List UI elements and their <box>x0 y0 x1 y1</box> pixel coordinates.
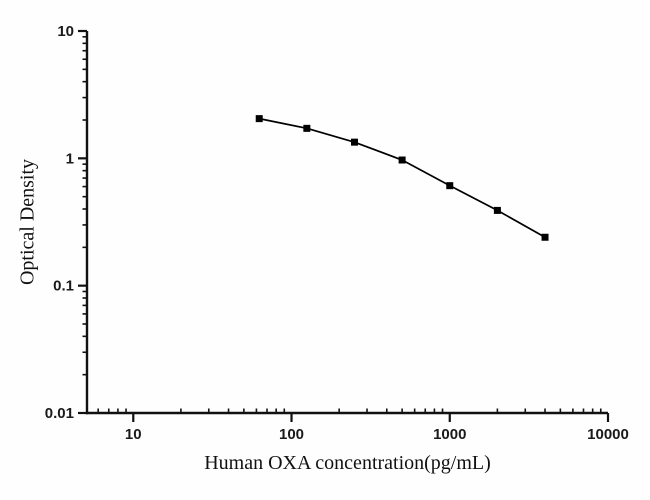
x-axis: 10 100 1000 10000 <box>85 408 629 443</box>
data-point-marker <box>541 233 549 241</box>
x-tick-label: 100 <box>279 426 304 443</box>
x-axis-title: Human OXA concentration(pg/mL) <box>204 452 491 474</box>
y-axis: 10 1 0.1 0.01 <box>45 23 89 422</box>
data-point-marker <box>303 124 311 132</box>
x-tick-label: 10000 <box>587 426 629 443</box>
data-series <box>255 115 549 241</box>
x-tick-label: 1000 <box>433 426 466 443</box>
y-tick-label: 0.01 <box>45 405 74 422</box>
x-tick-label: 10 <box>125 426 142 443</box>
y-tick-label: 0.1 <box>53 278 74 295</box>
series-line <box>259 117 546 238</box>
y-tick-label: 1 <box>66 150 74 167</box>
data-point-marker <box>493 206 501 214</box>
data-point-marker <box>255 115 263 123</box>
y-axis-title: Optical Density <box>16 158 39 286</box>
data-point-marker <box>350 138 358 146</box>
data-point-marker <box>398 156 406 164</box>
data-point-marker <box>446 182 454 190</box>
y-tick-label: 10 <box>57 23 74 40</box>
